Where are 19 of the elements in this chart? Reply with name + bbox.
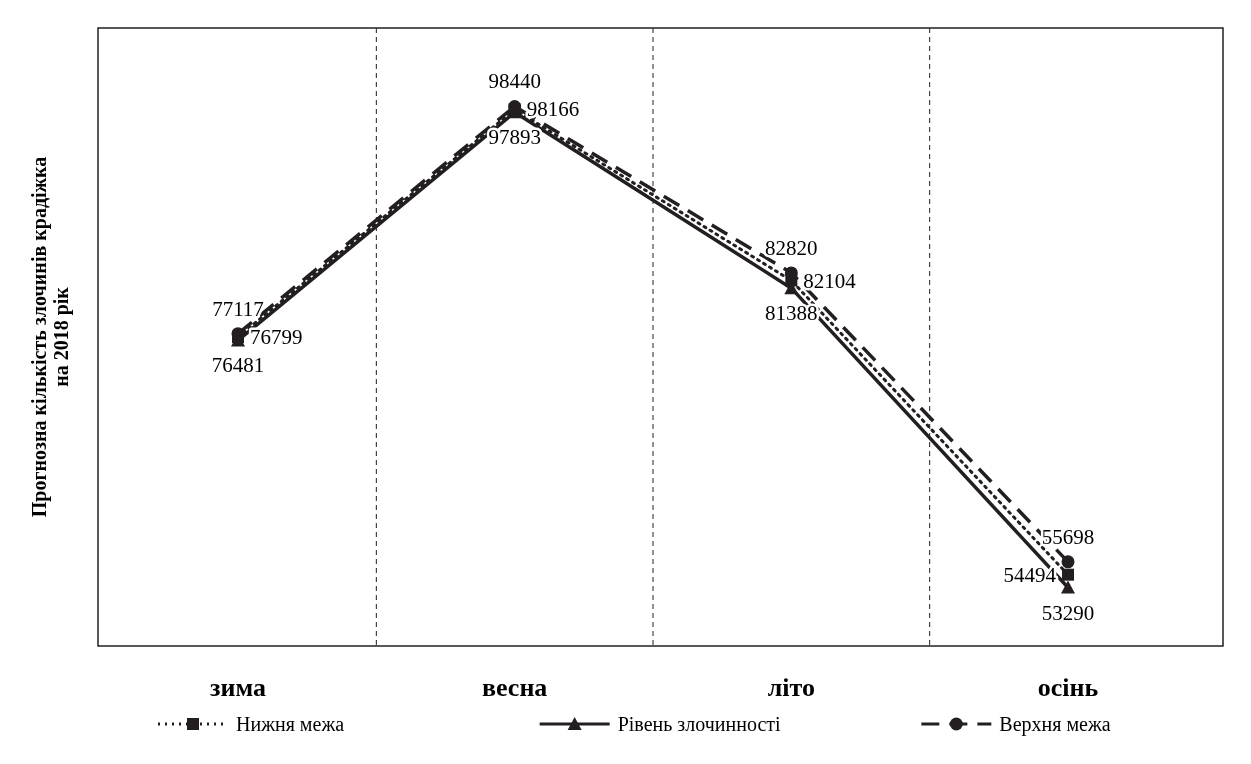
data-label: 76481 [211,353,265,378]
data-label: 98440 [488,69,541,94]
data-label: 77117 [212,296,264,321]
data-label: 82820 [765,235,818,260]
y-axis-title: Прогнозна кількість злочинів крадіжка на 2018 рік [28,156,73,518]
legend-label: Рівень злочинності [617,713,782,735]
data-label: 98166 [526,97,580,122]
x-tick-label: осінь [1037,673,1099,702]
data-label: 82104 [803,268,857,293]
data-label: 97893 [488,125,541,150]
data-label: 55698 [1041,524,1095,549]
data-label: 54494 [1003,562,1057,587]
x-tick-label: літо [767,673,815,702]
x-tick-label: зима [210,673,266,702]
data-label: 53290 [1041,600,1095,625]
legend-label: Нижня межа [236,713,345,735]
data-label: 76799 [250,325,303,350]
x-tick-label: весна [481,673,548,702]
legend-label: Верхня межа [999,713,1111,736]
